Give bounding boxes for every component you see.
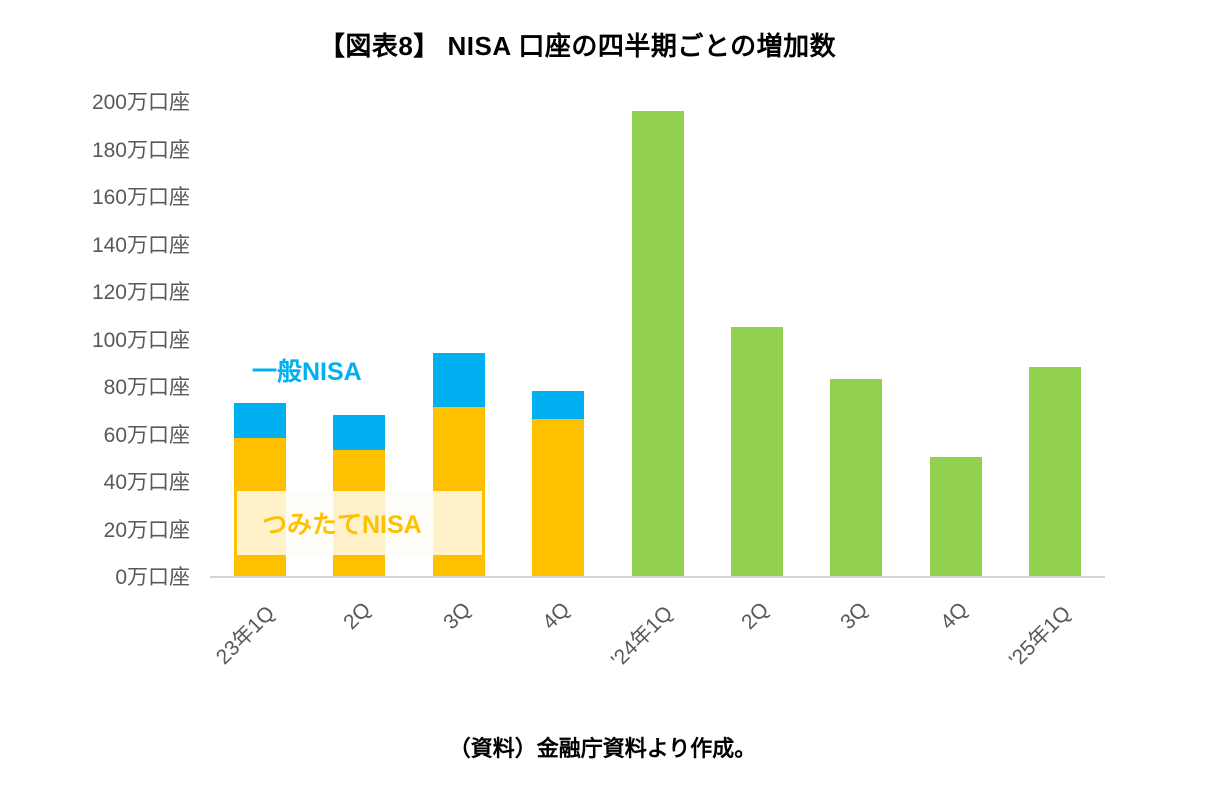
chart-title: 【図表8】 NISA 口座の四半期ごとの増加数 xyxy=(318,31,837,61)
bar-segment xyxy=(631,110,684,576)
bar-segment xyxy=(730,326,783,576)
tsumitate-nisa-label-box: つみたてNISA xyxy=(237,491,482,555)
bar-segment xyxy=(333,414,386,451)
y-axis-tick-label: 120万口座 xyxy=(91,281,190,304)
bar-segment xyxy=(1029,367,1082,576)
source-caption: （資料）金融庁資料より作成。 xyxy=(448,736,757,761)
bar-segment xyxy=(929,457,982,576)
y-axis-tick-label: 80万口座 xyxy=(103,376,190,399)
x-axis-tick-label: 2Q xyxy=(737,598,774,635)
x-axis-tick-label: '25年1Q xyxy=(1004,601,1076,672)
bar-segment xyxy=(830,378,883,576)
bar-segment xyxy=(432,352,485,408)
y-axis-tick-label: 60万口座 xyxy=(103,423,190,447)
y-axis-tick-label: 0万口座 xyxy=(115,566,190,589)
y-axis-tick-label: 20万口座 xyxy=(103,518,190,542)
x-axis-tick-label: '24年1Q xyxy=(607,601,678,672)
x-axis-tick-label: 23年1Q xyxy=(212,601,280,669)
y-axis-tick-label: 200万口座 xyxy=(91,91,190,114)
y-axis-tick-label: 40万口座 xyxy=(103,471,190,494)
x-axis-tick-label: 4Q xyxy=(936,598,973,635)
bar-segment xyxy=(532,390,585,420)
tsumitate-nisa-series-label: つみたてNISA xyxy=(262,511,422,539)
ippan-nisa-series-label: 一般NISA xyxy=(252,358,362,386)
y-axis-tick-label: 160万口座 xyxy=(91,186,190,209)
x-axis-tick-label: 2Q xyxy=(339,598,376,635)
x-axis-tick-label: 4Q xyxy=(538,598,575,635)
bar-segment xyxy=(532,419,585,576)
x-axis-tick-label: 3Q xyxy=(836,598,873,635)
x-axis-tick-label: 3Q xyxy=(438,598,475,635)
y-axis-tick-label: 140万口座 xyxy=(91,233,190,257)
x-axis: 23年1Q 2Q 3Q 4Q '24年1Q 2Q 3Q 4Q '25年1Q xyxy=(210,588,1105,728)
y-axis: 0万口座 20万口座 40万口座 60万口座 80万口座 100万口座 120万口座 140万… xyxy=(40,0,190,793)
bar-segment xyxy=(233,402,286,439)
y-axis-tick-label: 100万口座 xyxy=(91,328,190,352)
y-axis-tick-label: 180万口座 xyxy=(91,138,190,162)
